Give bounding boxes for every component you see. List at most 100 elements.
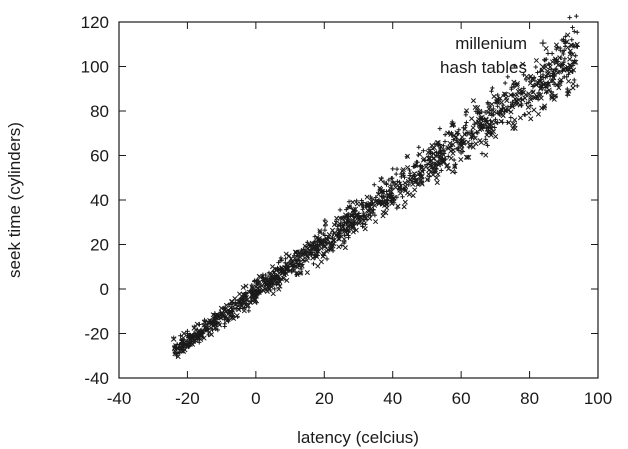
data-point bbox=[384, 182, 389, 187]
data-point bbox=[491, 109, 497, 115]
data-point bbox=[384, 205, 390, 211]
data-point bbox=[416, 145, 421, 150]
legend: millenium hash tables bbox=[440, 34, 547, 77]
data-point bbox=[212, 312, 218, 319]
x-tick-label: 40 bbox=[383, 389, 402, 408]
data-point bbox=[304, 257, 310, 263]
data-point bbox=[574, 13, 579, 19]
data-point bbox=[342, 245, 348, 251]
data-point bbox=[501, 91, 508, 97]
data-point bbox=[454, 138, 459, 143]
data-point bbox=[405, 165, 411, 171]
data-point bbox=[469, 116, 475, 122]
data-point bbox=[201, 319, 208, 326]
data-point bbox=[478, 115, 484, 121]
data-point bbox=[572, 29, 577, 34]
data-point bbox=[407, 177, 413, 183]
data-point bbox=[515, 88, 521, 95]
data-point bbox=[308, 251, 313, 256]
data-point bbox=[526, 110, 532, 116]
data-point bbox=[567, 51, 573, 57]
data-point bbox=[324, 256, 330, 262]
data-point bbox=[511, 82, 516, 87]
data-point bbox=[172, 344, 178, 350]
data-point bbox=[552, 56, 558, 62]
data-point bbox=[354, 198, 359, 204]
data-point bbox=[431, 167, 437, 173]
data-point bbox=[350, 207, 356, 213]
data-point bbox=[234, 313, 240, 319]
data-point bbox=[498, 118, 504, 124]
data-point bbox=[336, 244, 342, 250]
data-point bbox=[521, 90, 527, 96]
data-point bbox=[175, 351, 180, 356]
data-point bbox=[483, 152, 489, 158]
data-point bbox=[528, 116, 534, 122]
data-point bbox=[421, 156, 427, 162]
data-point bbox=[574, 41, 580, 47]
data-point bbox=[253, 289, 259, 296]
data-point bbox=[249, 282, 255, 288]
data-point bbox=[413, 162, 419, 168]
data-point bbox=[549, 95, 555, 101]
data-point bbox=[449, 122, 455, 128]
data-point bbox=[345, 228, 351, 234]
data-point bbox=[345, 215, 351, 221]
data-point bbox=[551, 82, 557, 87]
data-point bbox=[484, 119, 490, 125]
data-point bbox=[414, 159, 419, 165]
data-point bbox=[565, 44, 571, 51]
data-point bbox=[377, 185, 383, 191]
data-point bbox=[553, 60, 559, 66]
data-point bbox=[458, 141, 464, 148]
data-point bbox=[506, 119, 512, 126]
data-point bbox=[483, 137, 488, 142]
data-point bbox=[360, 207, 365, 212]
data-point bbox=[569, 37, 574, 42]
data-point bbox=[514, 101, 520, 107]
data-point bbox=[465, 139, 471, 145]
data-point bbox=[523, 77, 529, 83]
data-point bbox=[310, 245, 316, 251]
data-point bbox=[565, 66, 571, 72]
data-point bbox=[433, 175, 440, 181]
data-point bbox=[445, 130, 451, 136]
data-point bbox=[533, 57, 539, 64]
data-point bbox=[246, 308, 252, 314]
data-point bbox=[253, 284, 259, 290]
data-point bbox=[530, 94, 537, 101]
data-point bbox=[314, 245, 321, 251]
data-point bbox=[208, 325, 214, 331]
data-point bbox=[346, 235, 351, 240]
data-point bbox=[373, 195, 378, 200]
data-point bbox=[294, 259, 300, 266]
data-point bbox=[510, 125, 516, 131]
data-point bbox=[410, 181, 416, 187]
data-point bbox=[512, 117, 518, 123]
data-point bbox=[386, 177, 392, 183]
data-point bbox=[570, 25, 575, 30]
data-point bbox=[399, 174, 404, 180]
data-point bbox=[489, 89, 494, 94]
data-point bbox=[243, 283, 249, 289]
data-point bbox=[263, 281, 269, 288]
data-point bbox=[536, 92, 542, 98]
data-point bbox=[208, 320, 214, 326]
data-point bbox=[309, 240, 315, 246]
data-point bbox=[425, 149, 431, 156]
data-point bbox=[389, 176, 394, 181]
data-point bbox=[478, 139, 484, 146]
data-point bbox=[406, 191, 412, 197]
x-tick-label: 60 bbox=[452, 389, 471, 408]
data-point bbox=[573, 59, 579, 65]
data-point bbox=[560, 49, 566, 55]
data-point bbox=[357, 219, 363, 225]
data-point bbox=[419, 180, 425, 186]
axis-ticks bbox=[118, 21, 599, 379]
data-point bbox=[450, 122, 456, 128]
data-point bbox=[361, 218, 367, 224]
data-point bbox=[479, 151, 485, 156]
data-point bbox=[340, 223, 346, 230]
data-point bbox=[543, 45, 549, 52]
data-point bbox=[549, 91, 555, 97]
